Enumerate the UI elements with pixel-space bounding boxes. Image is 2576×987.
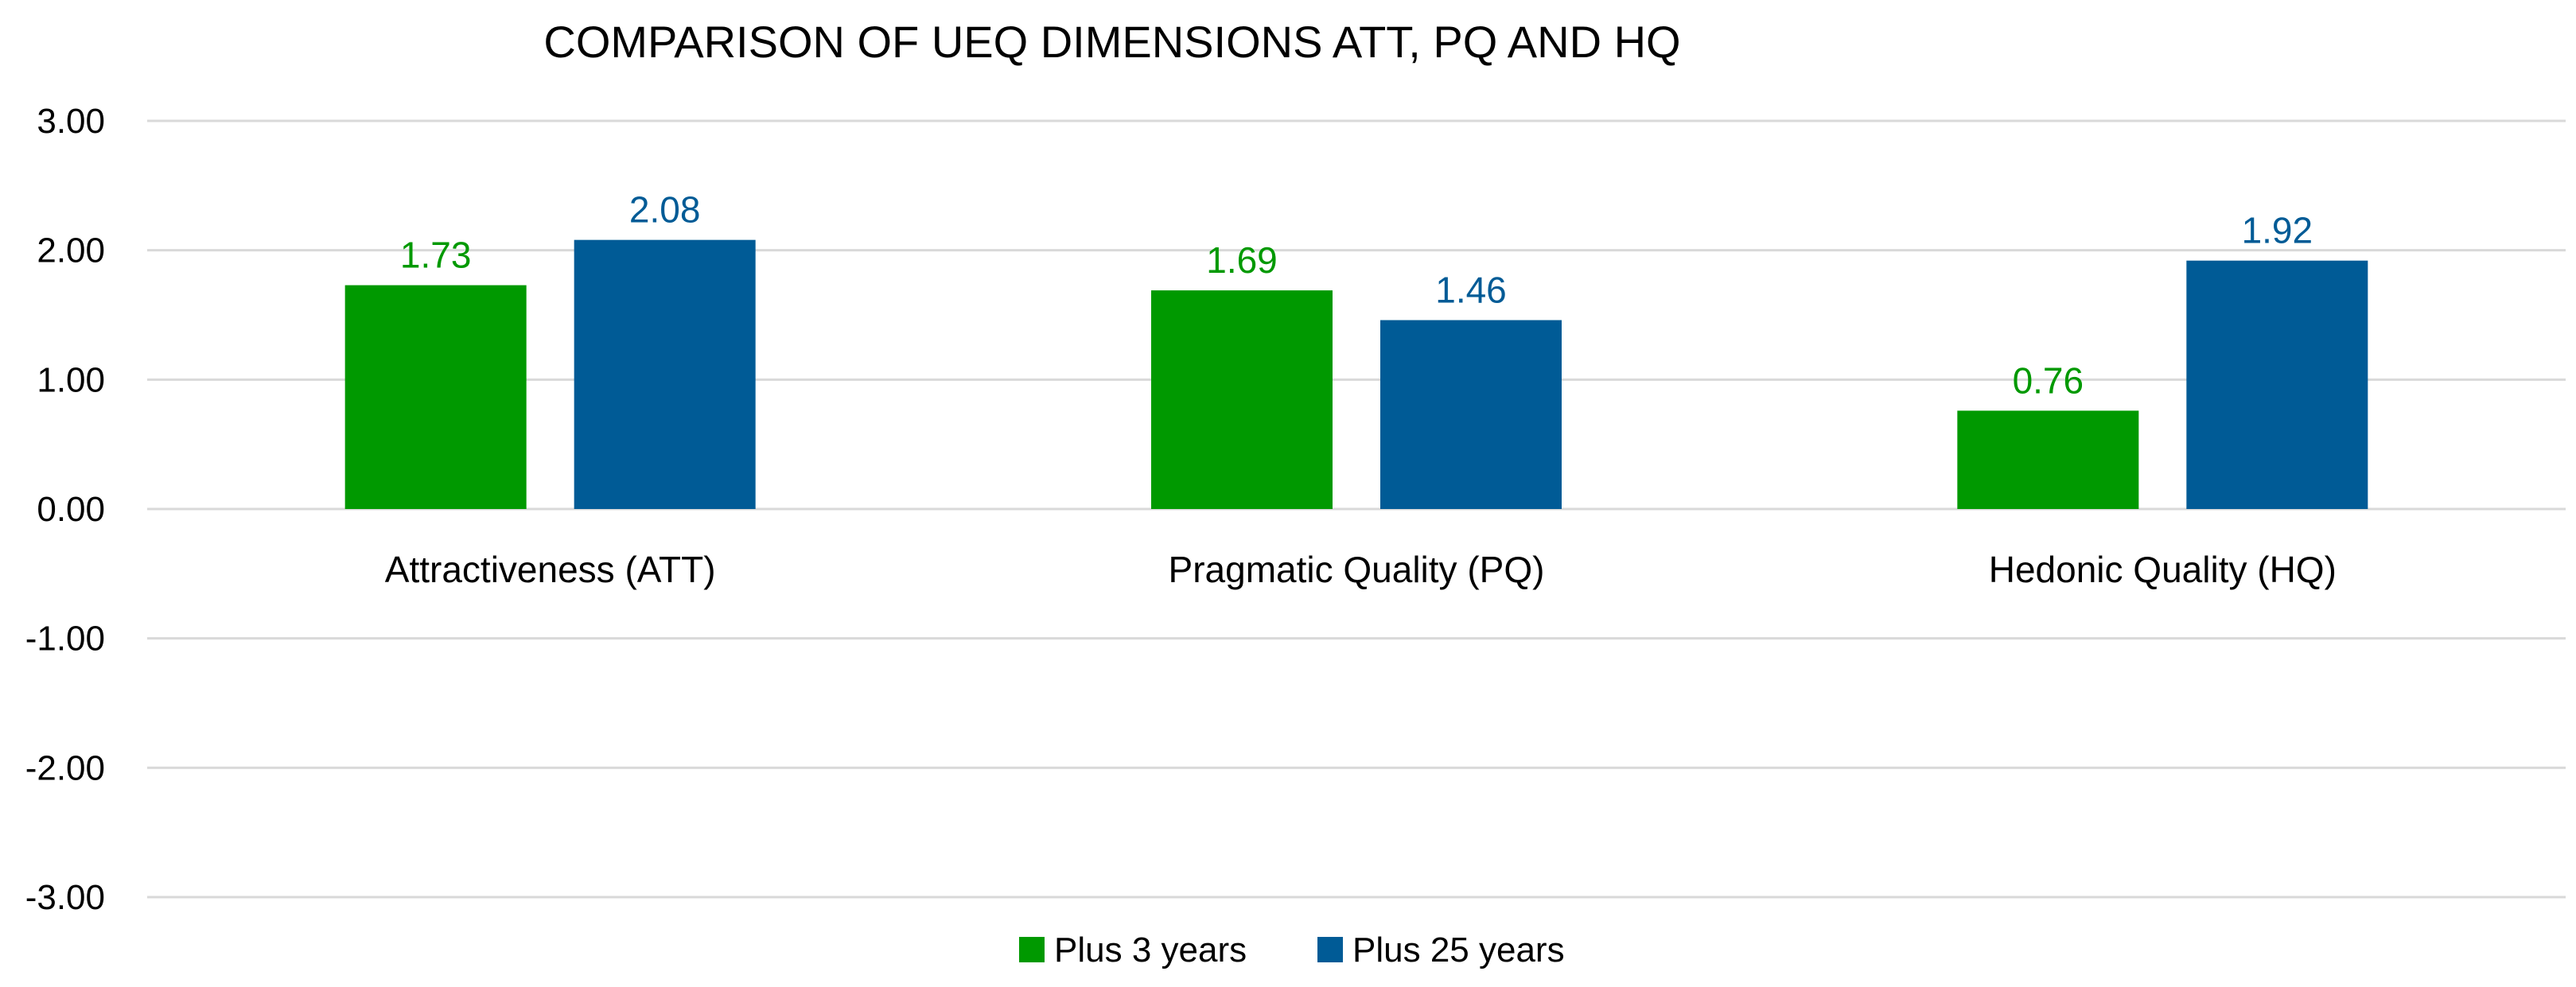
data-label: 1.69 [1206, 239, 1278, 281]
bar [1957, 410, 2139, 509]
y-tick-label: -2.00 [25, 748, 105, 787]
bar [1380, 320, 1562, 509]
data-label: 0.76 [2013, 359, 2084, 401]
category-label: Pragmatic Quality (PQ) [1169, 549, 1545, 590]
data-label: 1.73 [400, 235, 472, 276]
data-label: 1.46 [1435, 270, 1507, 311]
data-label: 1.92 [2242, 210, 2313, 251]
bar [574, 239, 756, 509]
bar [2186, 260, 2368, 509]
y-axis-ticks: 3.00 2.00 1.00 0.00 -1.00 -2.00 -3.00 [25, 102, 105, 917]
y-tick-label: -3.00 [25, 878, 105, 917]
legend-label: Plus 3 years [1054, 931, 1247, 970]
category-labels: Attractiveness (ATT) Pragmatic Quality (P… [385, 549, 2337, 590]
data-labels: 1.73 2.08 1.69 1.46 0.76 1.92 [400, 189, 2313, 402]
gridlines [147, 119, 2566, 899]
y-tick-label: -1.00 [25, 620, 105, 659]
chart-title: COMPARISON OF UEQ DIMENSIONS ATT, PQ AND… [543, 17, 1680, 67]
y-tick-label: 1.00 [37, 360, 105, 399]
bars [344, 239, 2368, 509]
y-tick-label: 0.00 [37, 490, 105, 529]
legend: Plus 3 years Plus 25 years [1019, 931, 1565, 970]
y-tick-label: 2.00 [37, 231, 105, 270]
legend-swatch [1019, 937, 1045, 962]
category-label: Attractiveness (ATT) [385, 549, 716, 590]
bar [1151, 290, 1333, 509]
legend-label: Plus 25 years [1352, 931, 1565, 970]
legend-swatch [1317, 937, 1343, 962]
category-label: Hedonic Quality (HQ) [1989, 549, 2337, 590]
data-label: 2.08 [629, 189, 701, 231]
bar [344, 285, 527, 509]
y-tick-label: 3.00 [37, 102, 105, 141]
